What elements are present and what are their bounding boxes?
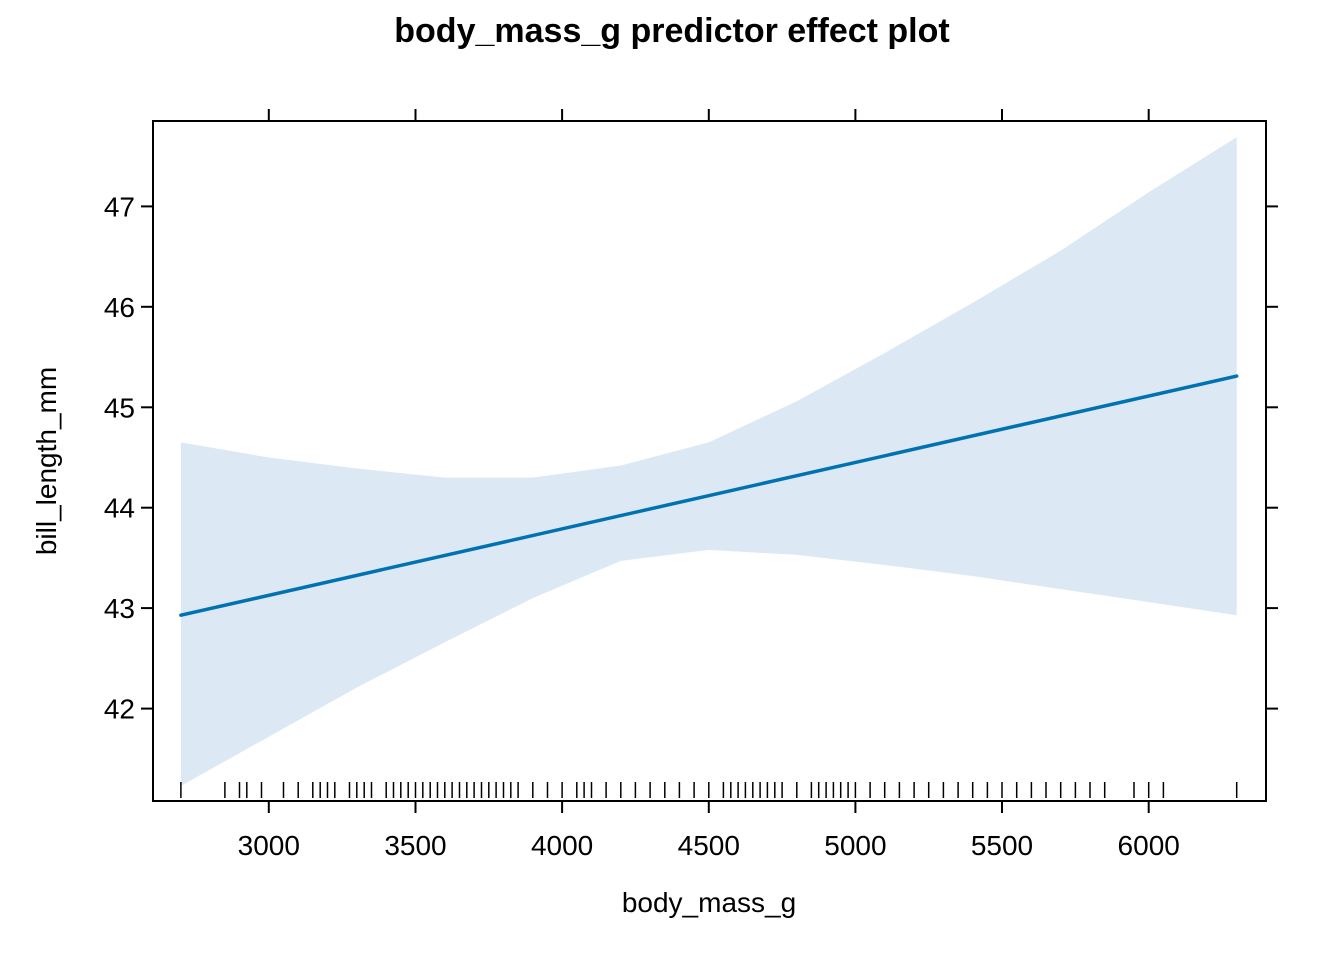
x-tick-label: 3000 [238, 830, 300, 861]
confidence-band [180, 137, 1237, 786]
x-tick-label: 4000 [531, 830, 593, 861]
fit-line-layer [179, 374, 1239, 617]
x-axis: 3000 3500 4000 4500 5000 5500 6000 [238, 109, 1180, 861]
chart-title: body_mass_g predictor effect plot [394, 12, 949, 50]
y-tick-label: 46 [104, 292, 135, 323]
x-axis-label: body_mass_g [622, 887, 796, 918]
fit-line [179, 374, 1239, 617]
x-tick-label: 5500 [971, 830, 1033, 861]
confidence-band-layer [180, 137, 1237, 786]
rug-layer [180, 782, 1238, 798]
y-axis-label: bill_length_mm [31, 367, 62, 555]
x-tick-label: 5000 [824, 830, 886, 861]
y-tick-label: 47 [104, 191, 135, 222]
x-tick-label: 6000 [1118, 830, 1180, 861]
y-axis: 42 43 44 45 46 47 [104, 191, 1278, 725]
y-tick-label: 44 [104, 493, 135, 524]
x-tick-label: 3500 [384, 830, 446, 861]
x-tick-label: 4500 [678, 830, 740, 861]
y-tick-label: 43 [104, 593, 135, 624]
y-tick-label: 42 [104, 694, 135, 725]
y-tick-label: 45 [104, 392, 135, 423]
